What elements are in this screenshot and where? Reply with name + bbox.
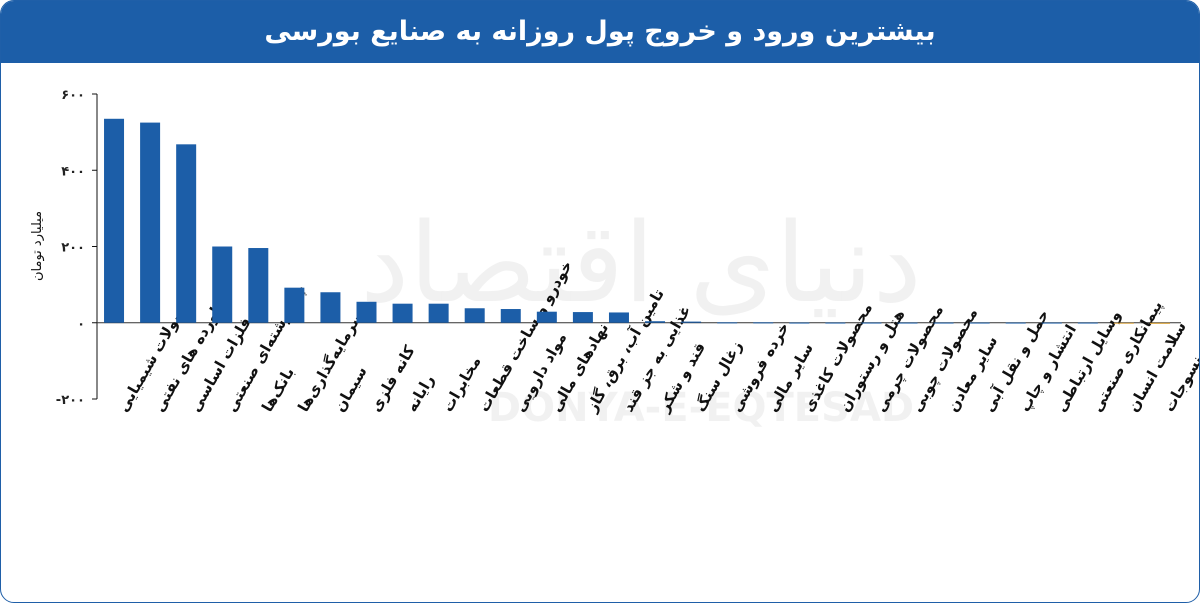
- y-tick-label: ۴۰۰: [61, 164, 85, 179]
- bar: [392, 303, 413, 323]
- bar: [536, 311, 557, 323]
- y-tick-label: ۲۰۰: [61, 241, 85, 256]
- y-axis-label: میلیارد تومان: [30, 211, 45, 281]
- bar: [104, 118, 125, 323]
- watermark-text: DONYA-E-EQTESAD: [488, 385, 914, 431]
- bar: [428, 303, 449, 323]
- watermark-logo: دنیای اقتصاد: [360, 199, 922, 327]
- bar: [572, 312, 593, 323]
- bar: [1113, 322, 1134, 324]
- y-tick-label: ۰: [77, 317, 85, 332]
- category-label: رایانه: [402, 372, 437, 415]
- bar: [1077, 322, 1098, 324]
- bar: [284, 287, 305, 323]
- y-tick-label: ۶۰۰: [61, 88, 85, 103]
- bar: [140, 122, 161, 323]
- bar: [789, 322, 810, 324]
- bar: [1005, 322, 1026, 324]
- bar: [681, 321, 702, 323]
- y-tick-label: -۲۰۰: [56, 393, 85, 408]
- bar: [1149, 322, 1170, 324]
- bar: [320, 292, 341, 323]
- bar: [608, 312, 629, 323]
- chart-header: [1, 1, 1199, 63]
- bar: [717, 322, 738, 324]
- bar: [212, 246, 233, 323]
- bar: [645, 321, 666, 323]
- bar: [897, 322, 918, 324]
- bar: [356, 301, 377, 323]
- bar: [176, 144, 197, 323]
- bar: [969, 322, 990, 324]
- bar: [464, 308, 485, 323]
- bar: [1041, 322, 1062, 324]
- bar: [933, 322, 954, 324]
- bar: [500, 309, 521, 323]
- bar: [825, 322, 846, 324]
- bar: [248, 248, 269, 323]
- chart-title: بیشترین ورود و خروج پول روزانه به صنایع …: [264, 16, 936, 47]
- bar: [753, 322, 774, 324]
- category-label: بانک‌ها: [258, 364, 298, 415]
- category-label: سیمان: [330, 363, 370, 415]
- bar: [861, 322, 882, 324]
